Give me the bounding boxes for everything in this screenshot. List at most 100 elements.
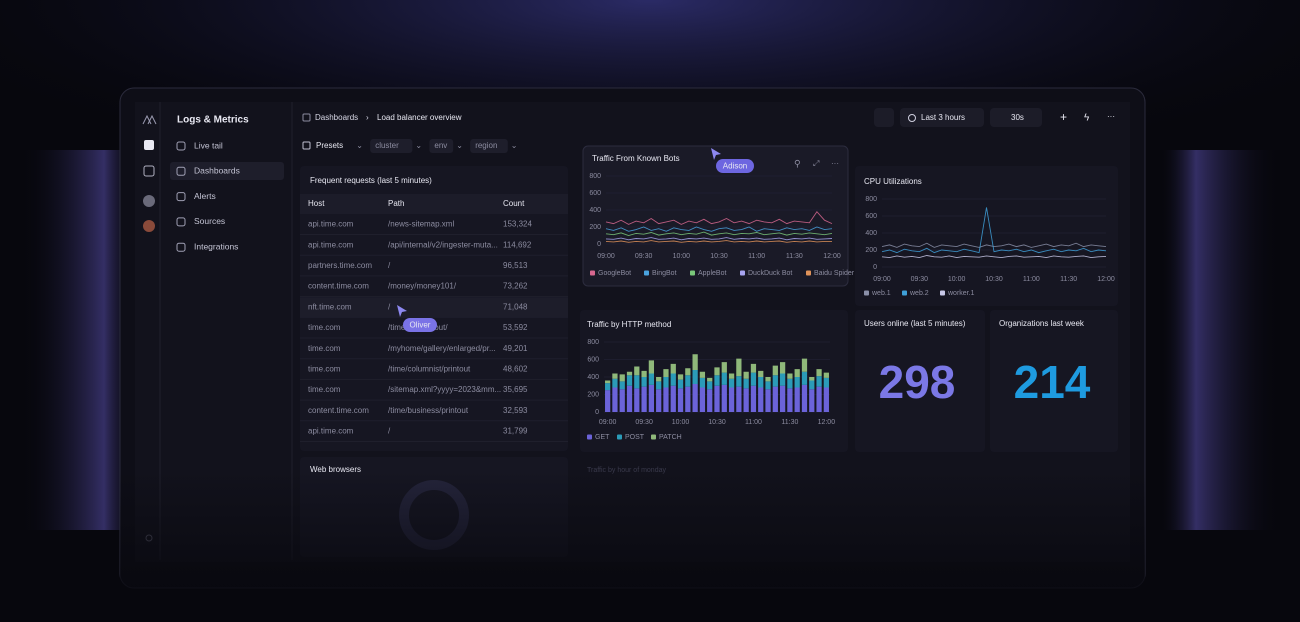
more-icon[interactable]: ··· <box>831 159 839 168</box>
filter[interactable]: env <box>434 141 447 150</box>
table-cell: 48,602 <box>503 365 528 374</box>
bar-segment <box>794 377 800 388</box>
nav-item[interactable]: Sources <box>194 216 225 226</box>
bar-segment <box>634 375 640 389</box>
x-tick-label: 11:00 <box>1023 276 1040 283</box>
sidebar-title: Logs & Metrics <box>177 115 249 126</box>
series-line <box>881 255 1107 259</box>
cursor-pointer <box>397 305 407 317</box>
bar-segment <box>736 376 742 387</box>
expand-icon[interactable]: ⤢ <box>812 159 819 168</box>
bar-segment <box>736 386 742 412</box>
bar-segment <box>626 371 633 376</box>
nav-item[interactable]: Dashboards <box>194 166 240 176</box>
bar-segment <box>619 381 625 390</box>
table-cell: 153,324 <box>503 220 532 229</box>
series-line <box>881 207 1107 254</box>
series-line <box>881 242 1107 248</box>
legend-label[interactable]: web.2 <box>909 290 929 297</box>
legend-label[interactable]: AppleBot <box>698 270 726 277</box>
table-cell: content.time.com <box>308 282 369 291</box>
nav-item[interactable]: Live tail <box>194 140 223 150</box>
link-icon[interactable]: ⚲ <box>794 158 801 168</box>
nav-item[interactable]: Alerts <box>194 191 216 201</box>
bar-segment <box>772 365 778 376</box>
x-tick-label: 10:30 <box>708 419 726 426</box>
row-highlight <box>300 297 568 318</box>
x-tick-label: 12:00 <box>818 419 836 426</box>
y-tick-label: 200 <box>587 391 599 398</box>
refresh-interval[interactable]: 30s <box>1011 113 1024 122</box>
filter-pill[interactable] <box>470 139 508 153</box>
y-tick-label: 400 <box>589 207 601 214</box>
more-button[interactable]: ··· <box>1107 112 1115 121</box>
bar-segment <box>765 389 771 412</box>
legend-swatch <box>864 290 869 296</box>
bolt-button[interactable]: ϟ <box>1084 113 1090 124</box>
bar-segment <box>605 380 611 384</box>
add-button[interactable]: + <box>1060 110 1067 124</box>
bar-segment <box>787 378 793 389</box>
legend-label[interactable]: POST <box>625 434 645 441</box>
legend-label[interactable]: Baidu Spider <box>814 270 855 277</box>
refresh-button[interactable] <box>990 108 1042 127</box>
legend-label[interactable]: DuckDuck Bot <box>748 270 792 277</box>
filter[interactable]: region <box>475 141 497 150</box>
time-range[interactable]: Last 3 hours <box>921 113 965 122</box>
avatar[interactable] <box>143 195 155 207</box>
legend-label[interactable]: BingBot <box>652 270 677 277</box>
time-range-button[interactable] <box>900 108 984 127</box>
bar-segment <box>699 377 706 388</box>
x-tick-label: 11:30 <box>781 419 798 426</box>
bar-segment <box>801 371 808 385</box>
rail-icon[interactable] <box>144 140 154 150</box>
nav-icon <box>176 166 186 176</box>
cpu-panel <box>855 166 1118 306</box>
bar-segment <box>714 385 720 412</box>
bar-segment <box>816 376 822 387</box>
column-header: Count <box>503 199 525 208</box>
bar-segment <box>692 354 698 370</box>
legend-label[interactable]: GET <box>595 434 610 441</box>
cursor-pointer <box>711 148 721 160</box>
bar-segment <box>809 380 815 390</box>
bar-segment <box>641 386 647 412</box>
legend-label[interactable]: web.1 <box>871 290 891 297</box>
bar-segment <box>641 370 647 377</box>
y-tick-label: 400 <box>587 374 599 381</box>
bar-segment <box>619 374 625 382</box>
table-cell: 73,262 <box>503 282 528 291</box>
bar-segment <box>626 385 633 412</box>
chevron: ⌄ <box>356 141 363 150</box>
table-cell: api.time.com <box>308 220 354 229</box>
toolbar-button[interactable] <box>874 108 894 127</box>
breadcrumb-icon <box>302 113 311 122</box>
series-line <box>605 240 832 243</box>
filter[interactable]: cluster <box>375 141 399 150</box>
bar-segment <box>612 378 618 388</box>
cursor-name: Oliver <box>410 321 431 330</box>
stat-label: Organizations last week <box>999 319 1085 328</box>
breadcrumb: Load balancer overview <box>377 113 462 122</box>
table-cell: nft.time.com <box>308 302 352 311</box>
rail-icon[interactable] <box>143 165 155 177</box>
legend-label[interactable]: worker.1 <box>947 290 975 297</box>
y-tick-label: 0 <box>873 264 877 271</box>
presets[interactable]: Presets <box>316 141 343 150</box>
http-panel <box>580 310 848 452</box>
table-cell: 49,201 <box>503 344 528 353</box>
table-cell: 31,799 <box>503 427 528 436</box>
clock-icon <box>908 114 916 122</box>
bar-segment <box>692 384 698 412</box>
table-cell: /myhome/gallery/enlarged/pr... <box>388 344 496 353</box>
nav-item[interactable]: Integrations <box>194 241 238 251</box>
legend-label[interactable]: PATCH <box>659 434 682 441</box>
avatar[interactable] <box>143 220 155 232</box>
filter-pill[interactable] <box>370 139 413 153</box>
legend-label[interactable]: GoogleBot <box>598 270 631 277</box>
filter-pill[interactable] <box>429 139 454 153</box>
table-cell: partners.time.com <box>308 261 372 270</box>
breadcrumb[interactable]: Dashboards <box>315 113 358 122</box>
bar-segment <box>736 358 742 377</box>
